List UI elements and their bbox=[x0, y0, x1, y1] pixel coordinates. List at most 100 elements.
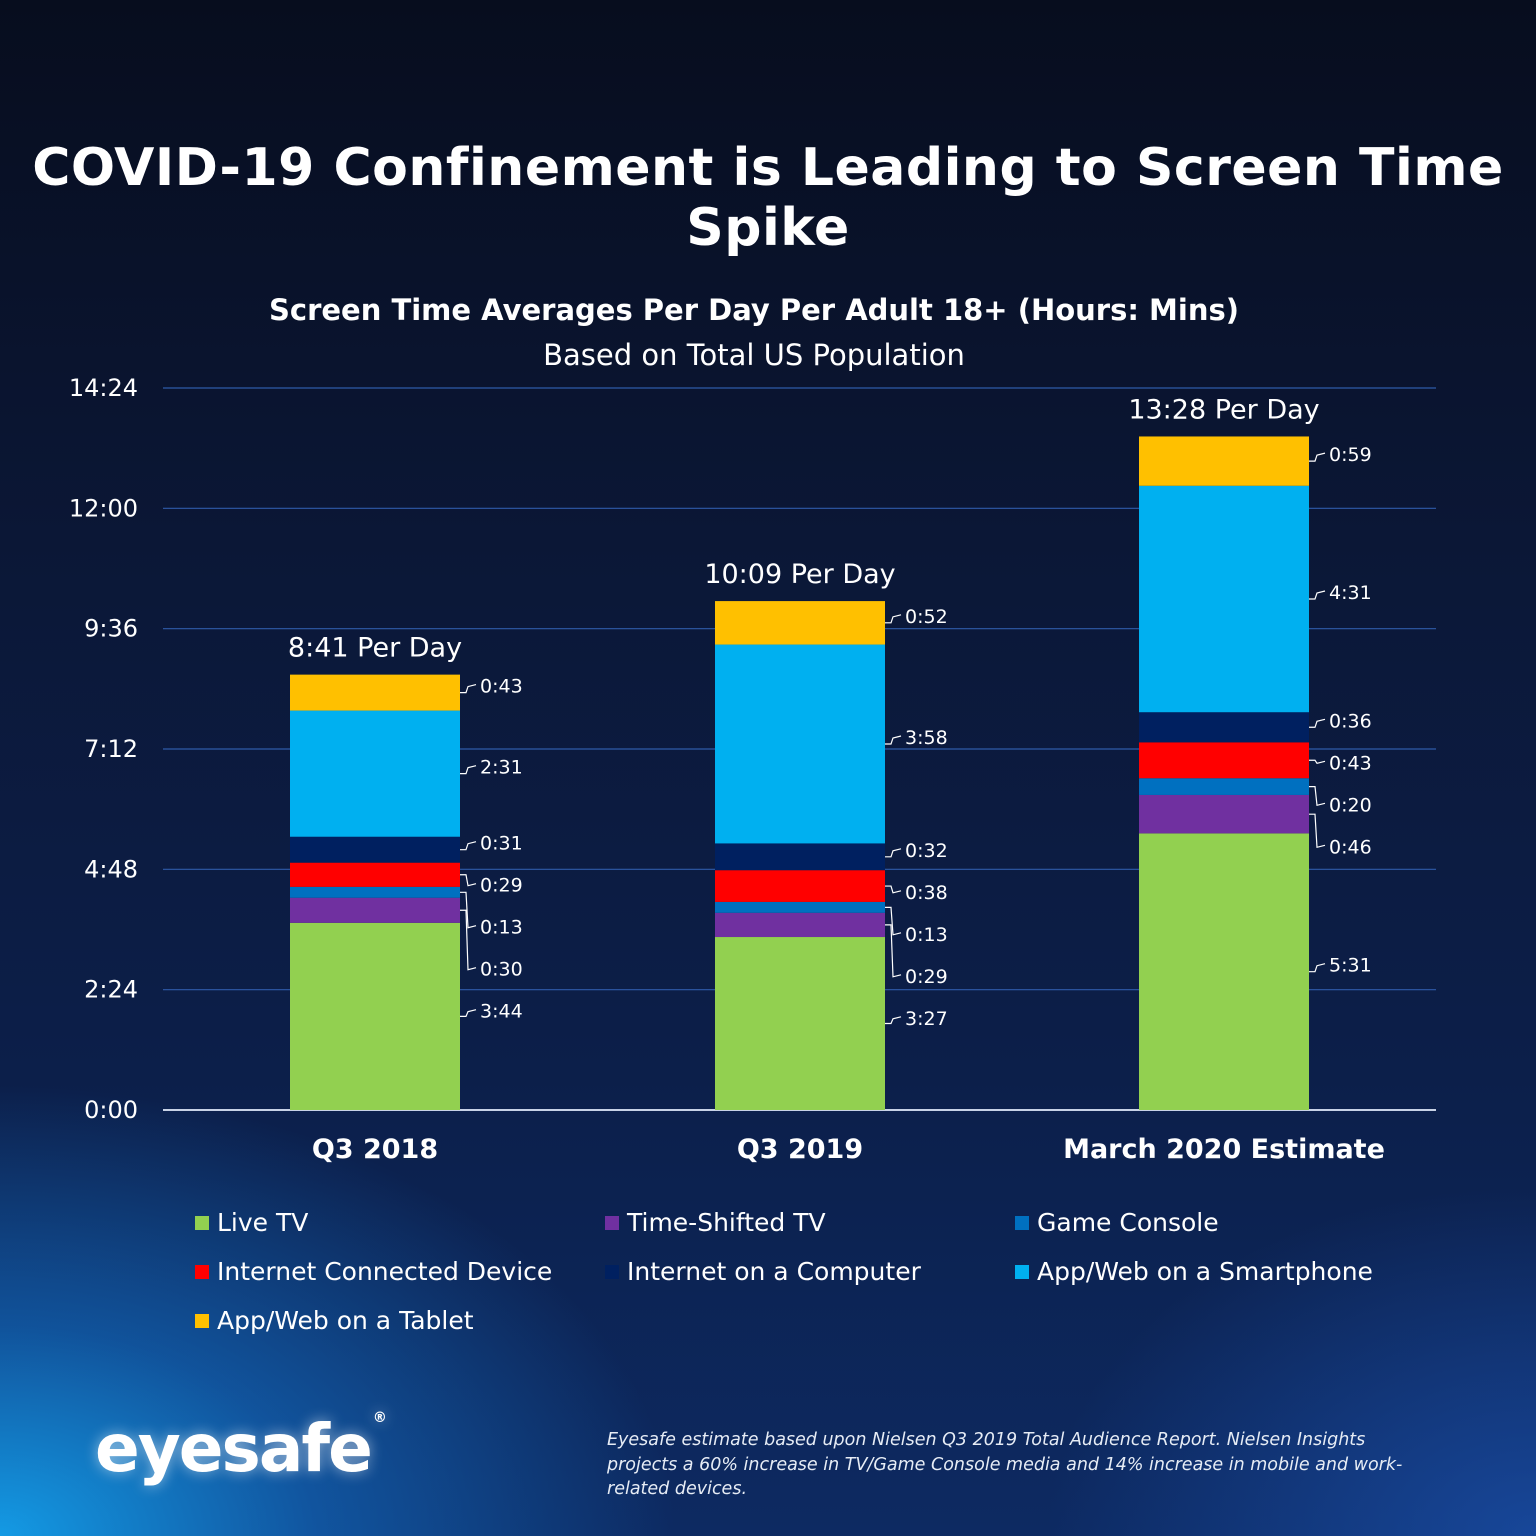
bar-segment bbox=[715, 843, 885, 871]
data-label-leader bbox=[885, 1016, 902, 1025]
data-label: 0:13 bbox=[480, 917, 523, 939]
bar-segment bbox=[715, 912, 885, 938]
eyesafe-logo: eyesafe ® bbox=[95, 1410, 387, 1487]
data-label: 0:31 bbox=[480, 833, 523, 855]
bar-total-label: 13:28 Per Day bbox=[1128, 394, 1319, 425]
bar-segment bbox=[290, 886, 460, 898]
data-label: 4:31 bbox=[1329, 582, 1372, 604]
legend-swatch bbox=[605, 1215, 619, 1230]
legend-item: App/Web on a Tablet bbox=[195, 1306, 474, 1335]
data-label: 0:59 bbox=[1329, 444, 1372, 466]
legend-item: Internet on a Computer bbox=[605, 1257, 921, 1286]
bar-segment bbox=[290, 897, 460, 923]
data-label: 0:29 bbox=[905, 966, 948, 988]
data-label: 0:46 bbox=[1329, 836, 1372, 858]
data-label: 0:36 bbox=[1329, 710, 1372, 732]
y-tick-label: 4:48 bbox=[84, 855, 138, 883]
x-tick-label: Q3 2018 bbox=[312, 1134, 438, 1165]
legend-label: Live TV bbox=[217, 1208, 309, 1237]
data-label-leader bbox=[885, 848, 902, 858]
data-label: 0:29 bbox=[480, 875, 523, 897]
legend-label: Time-Shifted TV bbox=[627, 1208, 826, 1237]
data-label-leader bbox=[1309, 718, 1326, 728]
data-label-leader bbox=[1309, 759, 1326, 764]
bar-segment bbox=[1139, 436, 1309, 486]
data-label: 3:27 bbox=[905, 1008, 948, 1030]
legend-item: Live TV bbox=[195, 1208, 308, 1237]
data-label: 5:31 bbox=[1329, 955, 1372, 977]
legend-label: Internet on a Computer bbox=[627, 1257, 921, 1286]
x-tick-label: March 2020 Estimate bbox=[1063, 1134, 1385, 1165]
data-label-leader bbox=[1309, 813, 1326, 849]
legend-swatch bbox=[1015, 1215, 1029, 1230]
legend-item: Game Console bbox=[1015, 1208, 1219, 1237]
data-label-leader bbox=[1309, 963, 1326, 973]
legend-label: App/Web on a Tablet bbox=[217, 1306, 474, 1335]
data-label-leader bbox=[460, 891, 477, 929]
data-label: 0:43 bbox=[480, 676, 523, 698]
y-tick-label: 14:24 bbox=[69, 374, 138, 402]
chart-title: Screen Time Averages Per Day Per Adult 1… bbox=[269, 293, 1239, 327]
bar-segment bbox=[1139, 833, 1309, 1110]
legend-item: Internet Connected Device bbox=[195, 1257, 552, 1286]
legend-swatch bbox=[195, 1313, 209, 1328]
bar-segment bbox=[1139, 485, 1309, 713]
bar-segment bbox=[715, 601, 885, 645]
legend-swatch bbox=[605, 1264, 619, 1279]
data-label-leader bbox=[1309, 452, 1326, 462]
data-label-leader bbox=[1309, 590, 1326, 600]
y-tick-label: 7:12 bbox=[84, 735, 138, 763]
data-label-leader bbox=[460, 841, 477, 851]
data-label: 3:58 bbox=[905, 727, 948, 749]
bar-segment bbox=[715, 644, 885, 844]
data-label: 0:13 bbox=[905, 924, 948, 946]
legend-label: App/Web on a Smartphone bbox=[1037, 1257, 1373, 1286]
stacked-bar-chart: 0:00 2:24 4:48 7:12 9:36 12:00 14:24 0:43 2:31 0:… bbox=[69, 374, 1436, 1165]
data-label: 0:32 bbox=[905, 840, 948, 862]
data-label-leader bbox=[460, 765, 477, 775]
legend-item: Time-Shifted TV bbox=[605, 1208, 826, 1237]
data-label-leader bbox=[885, 885, 902, 894]
bar-total-label: 10:09 Per Day bbox=[704, 559, 895, 590]
y-tick-label: 0:00 bbox=[84, 1096, 138, 1124]
legend-item: App/Web on a Smartphone bbox=[1015, 1257, 1373, 1286]
data-label: 0:30 bbox=[480, 959, 523, 981]
logo-text: eyesafe bbox=[95, 1410, 373, 1487]
legend-label: Internet Connected Device bbox=[217, 1257, 553, 1286]
data-label: 0:43 bbox=[1329, 752, 1372, 774]
data-label: 0:38 bbox=[905, 882, 948, 904]
bar-segment bbox=[290, 710, 460, 837]
data-label-leader bbox=[460, 909, 477, 971]
data-label: 0:20 bbox=[1329, 794, 1372, 816]
bar-segment bbox=[715, 870, 885, 902]
bar-segment bbox=[1139, 742, 1309, 779]
bar-segment bbox=[290, 836, 460, 863]
legend-swatch bbox=[195, 1264, 209, 1279]
y-tick-label: 12:00 bbox=[69, 494, 138, 522]
bar-segment bbox=[715, 901, 885, 913]
data-label-leader bbox=[885, 906, 902, 936]
y-tick-label: 2:24 bbox=[84, 976, 138, 1004]
source-footnote: Eyesafe estimate based upon Nielsen Q3 2… bbox=[607, 1430, 1403, 1499]
bar-segment bbox=[1139, 794, 1309, 834]
data-label: 3:44 bbox=[480, 1001, 523, 1023]
data-label: 2:31 bbox=[480, 757, 523, 779]
data-label-leader bbox=[885, 735, 902, 745]
bar-segment bbox=[1139, 712, 1309, 743]
y-tick-label: 9:36 bbox=[84, 615, 138, 643]
bar-segment bbox=[290, 862, 460, 887]
data-label-leader bbox=[885, 924, 902, 978]
chart-subtitle: Based on Total US Population bbox=[543, 338, 965, 372]
data-label-leader bbox=[885, 614, 902, 624]
bar-total-label: 8:41 Per Day bbox=[288, 633, 462, 664]
x-tick-label: Q3 2019 bbox=[737, 1134, 863, 1165]
legend-label: Game Console bbox=[1037, 1208, 1219, 1237]
data-label-leader bbox=[460, 1009, 477, 1018]
legend-swatch bbox=[195, 1215, 209, 1230]
logo-registered-mark: ® bbox=[372, 1410, 387, 1426]
legend-swatch bbox=[1015, 1264, 1029, 1279]
page-title: COVID-19 Confinement is Leading to Scree… bbox=[32, 138, 1504, 258]
data-label: 0:52 bbox=[905, 606, 948, 628]
data-label-leader bbox=[460, 684, 477, 694]
data-label-leader bbox=[460, 874, 477, 887]
